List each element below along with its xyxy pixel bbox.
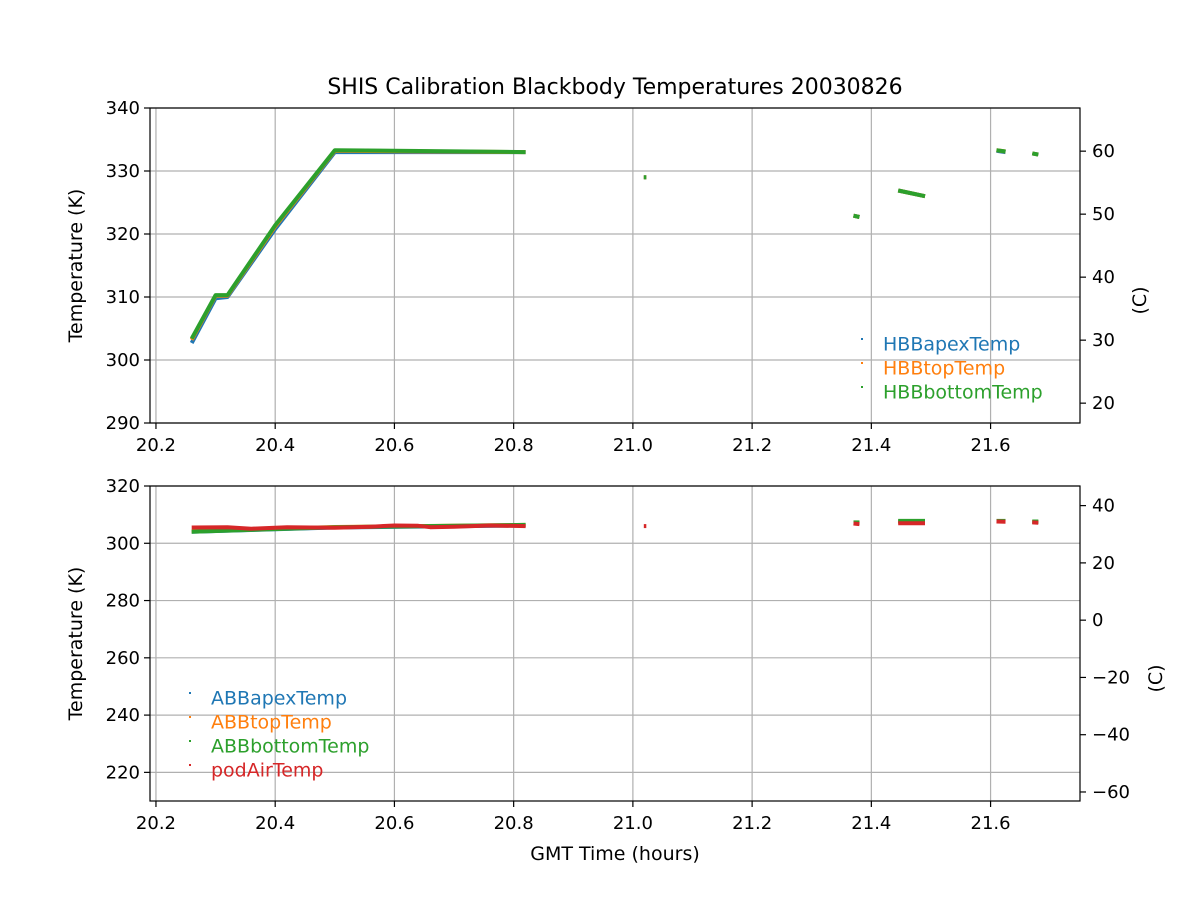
chart-title: SHIS Calibration Blackbody Temperatures …: [327, 75, 902, 100]
y-tick-label: 320: [106, 476, 140, 497]
series-trace-HBBapexTemp: [189, 150, 526, 344]
x-tick-label: 20.4: [255, 435, 295, 456]
y2-tick-label: 40: [1092, 496, 1115, 517]
series-trace-HBBbottomTemp: [1031, 151, 1039, 157]
legend-label: HBBapexTemp: [883, 334, 1020, 356]
y-tick-label: 330: [106, 161, 140, 182]
series-trace-podAirTemp: [853, 521, 860, 527]
y-tick-label: 280: [106, 591, 140, 612]
legend-marker: [861, 338, 863, 340]
y2-axis-label: (C): [1145, 664, 1167, 692]
x-axis-label: GMT Time (hours): [530, 843, 700, 865]
x-tick-label: 20.2: [136, 813, 176, 834]
y-tick-label: 290: [106, 413, 140, 434]
x-tick-label: 21.6: [971, 813, 1011, 834]
y2-tick-label: −20: [1092, 667, 1130, 688]
y2-tick-label: 60: [1092, 141, 1115, 162]
y-tick-label: 220: [106, 762, 140, 783]
y2-tick-label: 50: [1092, 204, 1115, 225]
legend-marker: [861, 386, 863, 388]
y2-tick-label: −60: [1092, 782, 1130, 803]
legend-label: ABBapexTemp: [211, 688, 347, 710]
legend-marker: [189, 692, 191, 694]
x-tick-label: 20.8: [494, 813, 534, 834]
x-tick-label: 20.8: [494, 435, 534, 456]
top-panel: 20.2 20.4 20.6 20.8 21.0 21.2 21.4 21.6 290 300 31…: [65, 98, 1151, 456]
y-tick-label: 310: [106, 287, 140, 308]
series-trace-HBBbottomTemp: [897, 188, 926, 199]
legend-marker: [189, 740, 191, 742]
y2-tick-label: 30: [1092, 330, 1115, 351]
legend-label: ABBbottomTemp: [211, 736, 369, 758]
x-tick-label: 20.4: [255, 813, 295, 834]
legend-marker: [861, 362, 863, 364]
y-tick-label: 240: [106, 705, 140, 726]
axes-frame: [149, 485, 1081, 802]
y2-tick-label: 0: [1092, 610, 1103, 631]
y2-axis-label: (C): [1129, 286, 1151, 314]
y-tick-label: 260: [106, 648, 140, 669]
series-trace-podAirTemp: [191, 523, 526, 531]
data-point: [643, 175, 647, 180]
legend-label: podAirTemp: [211, 760, 323, 782]
y-tick-label: 300: [106, 533, 140, 554]
y2-tick-label: 20: [1092, 393, 1115, 414]
series-trace-HBBtopTemp: [189, 148, 526, 341]
bottom-panel: 20.2 20.4 20.6 20.8 21.0 21.2 21.4 21.6 220 240 26…: [65, 476, 1167, 865]
legend-label: HBBbottomTemp: [883, 382, 1043, 404]
x-tick-label: 21.0: [613, 813, 653, 834]
legend-marker: [189, 716, 191, 718]
axes-frame: [149, 107, 1081, 424]
x-tick-label: 21.4: [851, 435, 891, 456]
x-tick-label: 21.2: [732, 435, 772, 456]
legend-marker: [189, 764, 191, 766]
series-trace-HBBbottomTemp: [853, 213, 860, 219]
y-axis-label: Temperature (K): [65, 189, 87, 344]
data-point: [643, 524, 647, 529]
y2-tick-label: 20: [1092, 553, 1115, 574]
series-trace-HBBbottomTemp: [189, 148, 526, 340]
x-tick-label: 21.2: [732, 813, 772, 834]
x-tick-label: 20.6: [374, 813, 414, 834]
legend-label: ABBtopTemp: [211, 712, 332, 734]
y-tick-label: 340: [106, 98, 140, 119]
x-tick-label: 21.6: [971, 435, 1011, 456]
y-tick-label: 320: [106, 224, 140, 245]
x-tick-label: 21.0: [613, 435, 653, 456]
y2-tick-label: −40: [1092, 725, 1130, 746]
y-axis-label: Temperature (K): [65, 567, 87, 722]
x-tick-label: 20.6: [374, 435, 414, 456]
legend: ABBapexTempABBtopTempABBbottomTemppodAir…: [189, 688, 369, 782]
series-trace-HBBbottomTemp: [996, 148, 1006, 154]
y2-tick-label: 40: [1092, 267, 1115, 288]
y-tick-label: 300: [106, 350, 140, 371]
x-tick-label: 21.4: [851, 813, 891, 834]
x-tick-label: 20.2: [136, 435, 176, 456]
legend-label: HBBtopTemp: [883, 358, 1005, 380]
